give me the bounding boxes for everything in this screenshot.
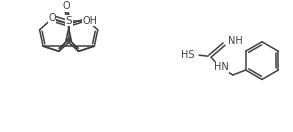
Text: NH: NH: [228, 36, 243, 46]
Text: S: S: [65, 16, 72, 26]
Text: O: O: [48, 13, 56, 23]
Text: HS: HS: [181, 50, 195, 60]
Text: O: O: [63, 1, 71, 11]
Text: OH: OH: [82, 16, 97, 26]
Text: HN: HN: [214, 62, 228, 72]
